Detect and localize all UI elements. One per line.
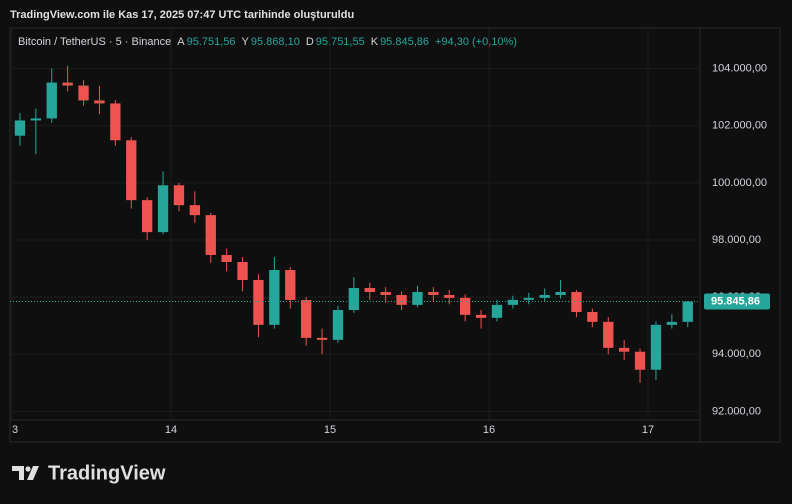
candle-body [126, 140, 137, 201]
ohlc-key: A [177, 36, 185, 48]
candle-body [380, 292, 391, 295]
x-tick-label: 17 [642, 424, 654, 436]
legend: Bitcoin / TetherUS · 5 · Binance A 95.751,… [18, 36, 517, 48]
candle-body [221, 255, 232, 262]
candle-body [682, 301, 693, 322]
candle-body [539, 295, 550, 298]
candle-body [459, 297, 471, 315]
change: +94,30 (+0,10%) [435, 36, 517, 48]
candle-body [412, 292, 423, 305]
candle-body [475, 314, 487, 318]
axes: 92.000,0094.000,0096.000,0098.000,00100.… [12, 62, 770, 436]
x-tick-label: 3 [12, 424, 18, 436]
y-tick-label: 98.000,00 [712, 234, 761, 246]
y-tick-label: 94.000,00 [712, 348, 761, 360]
candle-body [94, 100, 105, 104]
candle-body [348, 288, 360, 310]
candle-body [300, 300, 312, 338]
candle-body [141, 200, 153, 233]
candle-body [507, 299, 519, 305]
brand: TradingView [48, 462, 166, 484]
candle-body [396, 295, 407, 305]
candle-body [253, 280, 264, 325]
candles [10, 65, 700, 383]
candle-body [14, 120, 26, 136]
ohlc-value: 95.751,55 [316, 36, 365, 48]
candle-body [650, 324, 662, 370]
candle-body [285, 270, 296, 300]
candle-body [62, 82, 73, 86]
x-tick-label: 16 [483, 424, 495, 436]
chart-frame [9, 27, 781, 443]
candle-body [189, 205, 201, 216]
caption: TradingView.com ile Kas 17, 2025 07:47 U… [10, 9, 354, 21]
logo-icon [25, 466, 31, 472]
ohlc-value: 95.868,10 [251, 36, 300, 48]
x-tick-label: 14 [165, 424, 177, 436]
ohlc-key: D [306, 36, 314, 48]
logo-icon [27, 466, 39, 480]
candle-body [157, 185, 169, 233]
candle-body [237, 262, 248, 280]
candle-body [444, 295, 455, 298]
candle-body [491, 304, 503, 318]
ohlc-key: Y [242, 36, 250, 48]
last-price-label: 95.845,86 [711, 295, 760, 307]
logo-icon [12, 466, 24, 480]
y-tick-label: 92.000,00 [712, 405, 761, 417]
candle-body [666, 321, 678, 325]
ohlc-value: 95.845,86 [380, 36, 429, 48]
y-tick-label: 102.000,00 [712, 120, 767, 132]
last-price-badge [704, 293, 770, 310]
candle-body [46, 82, 57, 119]
candle-body [30, 118, 42, 121]
candle-body [428, 292, 439, 295]
candle-body [555, 292, 566, 295]
candle-body [269, 270, 280, 325]
candle-body [205, 215, 216, 255]
candle-body [316, 337, 328, 340]
x-tick-label: 15 [324, 424, 336, 436]
candle-body [634, 351, 646, 370]
ohlc-key: K [371, 36, 379, 48]
candle-body [618, 347, 630, 352]
y-tick-label: 100.000,00 [712, 177, 767, 189]
candle-body [110, 103, 121, 141]
candle-body [523, 297, 534, 300]
ohlc-value: 95.751,56 [187, 36, 236, 48]
candle-body [332, 310, 344, 340]
y-tick-label: 104.000,00 [712, 62, 767, 74]
candle-body [587, 312, 598, 322]
logo: TradingView [12, 462, 166, 484]
candle-body [78, 85, 89, 101]
grid [10, 28, 700, 420]
candle-body [364, 288, 375, 292]
symbol: Bitcoin / TetherUS · 5 · Binance [18, 36, 171, 48]
candle-body [571, 292, 582, 312]
candle-body [603, 321, 614, 348]
candle-body [173, 185, 185, 206]
